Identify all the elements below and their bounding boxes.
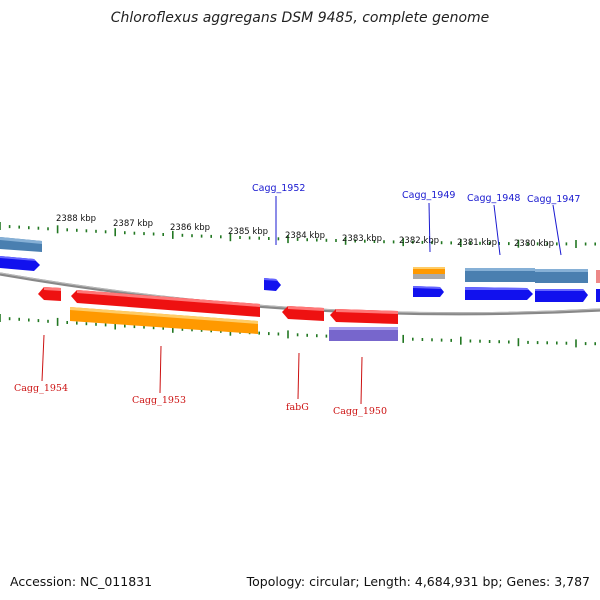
accession-text: Accession: NC_011831 — [10, 574, 153, 589]
gene-cds[interactable] — [596, 289, 600, 302]
lower-track-genes — [38, 287, 398, 341]
gene-label-cagg-1948[interactable]: Cagg_1948 — [467, 193, 520, 204]
upper-track-genes — [0, 237, 600, 302]
scale-label: 2385 kbp — [228, 227, 268, 237]
gene-cds[interactable] — [329, 327, 398, 341]
gene-label-cagg-1954[interactable]: Cagg_1954 — [14, 383, 68, 394]
scale-label: 2387 kbp — [113, 219, 153, 229]
scale-label: 2383 kbp — [342, 234, 382, 244]
scale-label: 2384 kbp — [285, 231, 325, 241]
top-gene-callouts: Cagg_1952 Cagg_1949 Cagg_1948 Cagg_1947 — [252, 183, 580, 256]
scale-label: 2380 kbp — [514, 239, 554, 249]
gene-label-cagg-1947[interactable]: Cagg_1947 — [527, 194, 580, 205]
gene-label-fabg[interactable]: fabG — [286, 402, 309, 413]
gene-label-cagg-1953[interactable]: Cagg_1953 — [132, 395, 186, 406]
gene-cagg-1949[interactable] — [413, 267, 445, 274]
map-title: Chloroflexus aggregans DSM 9485, complet… — [110, 10, 490, 26]
gene-cagg-1953[interactable] — [71, 290, 260, 317]
gene-cds[interactable] — [70, 307, 258, 334]
scale-label: 2386 kbp — [170, 223, 210, 233]
scale-label: 2382 kbp — [399, 236, 439, 246]
gene-cds[interactable] — [465, 287, 533, 300]
gene-cagg-1952[interactable] — [264, 278, 281, 291]
gene-label-cagg-1952[interactable]: Cagg_1952 — [252, 183, 305, 194]
gene-cagg-1948[interactable] — [465, 268, 535, 282]
gene-label-cagg-1950[interactable]: Cagg_1950 — [333, 406, 387, 417]
gene-label-cagg-1949[interactable]: Cagg_1949 — [402, 190, 455, 201]
bottom-gene-callouts: Cagg_1954 Cagg_1953 fabG Cagg_1950 — [14, 334, 387, 417]
upper-scale-ticks — [0, 222, 597, 248]
scale-labels: 2388 kbp 2387 kbp 2386 kbp 2385 kbp 2384… — [56, 214, 554, 249]
scale-label: 2388 kbp — [56, 214, 96, 224]
gene-cds[interactable] — [535, 289, 588, 302]
gene-cds[interactable] — [596, 270, 600, 283]
topology-text: Topology: circular; Length: 4,684,931 bp… — [246, 574, 590, 589]
scale-label: 2381 kbp — [457, 238, 497, 248]
gene-cagg-1947[interactable] — [535, 269, 588, 283]
